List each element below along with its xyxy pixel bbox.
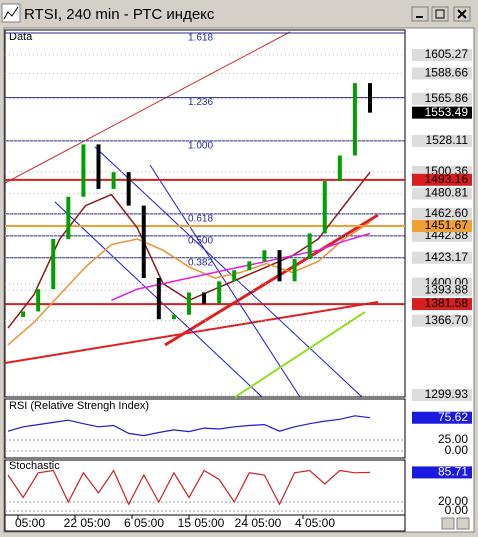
marker-box [412, 466, 472, 479]
y-tick-label: 1393.88 [425, 283, 469, 297]
marker-label: 1553.49 [425, 105, 469, 119]
panel-label: Data [9, 31, 33, 43]
window-buttons[interactable] [411, 6, 471, 22]
marker-label: 75.62 [438, 410, 468, 424]
y-tick-label: 1605.27 [425, 47, 469, 61]
marker-label: 1451.67 [425, 218, 469, 232]
y-tick-label: 1588.66 [425, 66, 469, 80]
x-axis [4, 514, 406, 532]
y-tick-label: 1366.70 [425, 313, 469, 327]
fib-label: 0.500 [188, 235, 213, 246]
trendline [94, 146, 363, 398]
panel-label: Stochastic [9, 460, 60, 472]
fib-label: 1.000 [188, 141, 213, 152]
marker-label: 1493.16 [425, 172, 469, 186]
y-tick-label: 20.00 [438, 494, 468, 508]
scroll-right[interactable] [456, 517, 470, 530]
y-tick-label: 1423.17 [425, 250, 469, 264]
panel-label: RSI (Relative Strengh Index) [9, 400, 149, 412]
fib-label: 0.382 [188, 257, 213, 268]
x-tick-label: 24 05:00 [235, 516, 282, 530]
close-icon [457, 9, 467, 19]
x-tick-label: 22 05:00 [64, 516, 111, 530]
tick-box [412, 314, 472, 327]
oscillator-line [7, 415, 371, 437]
tick-box [412, 92, 472, 105]
marker-label: 85.71 [438, 465, 468, 479]
oscillator-line [7, 469, 371, 506]
maximize-icon [435, 9, 445, 19]
moving-average [111, 232, 371, 301]
tick-box [412, 251, 472, 264]
x-tick-label: 4 05:00 [295, 516, 335, 530]
x-tick-label: 05:00 [15, 516, 45, 530]
app-icon [1, 3, 21, 23]
tick-box [412, 207, 472, 220]
tick-box [412, 134, 472, 147]
trendline [4, 31, 291, 184]
trendline [149, 164, 301, 398]
trendline [234, 311, 366, 398]
fib-label: 0.618 [188, 213, 213, 224]
x-tick-label: 6 05:00 [124, 516, 164, 530]
fib-label: 1.236 [188, 97, 213, 108]
y-tick-label: 1462.60 [425, 206, 469, 220]
y-tick-label: 1480.81 [425, 186, 469, 200]
y-tick-label: 25.00 [438, 432, 468, 446]
fib-label: 1.618 [188, 33, 213, 44]
marker-box [412, 173, 472, 186]
moving-average [7, 221, 371, 346]
marker-label: 1381.58 [425, 296, 469, 310]
scroll-left[interactable] [441, 517, 455, 530]
tick-box [412, 229, 472, 242]
app-icon-graph [3, 6, 19, 20]
minimize-button[interactable] [411, 6, 429, 22]
marker-box [412, 298, 472, 311]
marker-box [412, 106, 472, 119]
y-tick-label: 1565.86 [425, 91, 469, 105]
trendline [4, 301, 379, 364]
trendline [164, 213, 379, 347]
x-tick-label: 15 05:00 [178, 516, 225, 530]
tick-box [412, 389, 472, 401]
tick-box [412, 67, 472, 80]
y-tick-label: 1299.93 [425, 387, 469, 401]
window-title: RTSI, 240 min - РТС индекс [24, 6, 215, 23]
maximize-button[interactable] [431, 6, 449, 22]
marker-box [412, 220, 472, 233]
y-tick-label: 1528.11 [426, 133, 469, 147]
y-tick-label: 0.00 [445, 503, 469, 517]
trendlines [4, 31, 379, 398]
y-tick-label: 0.00 [445, 443, 469, 457]
tick-box [412, 48, 472, 61]
marker-box [412, 411, 472, 424]
tick-box [412, 187, 472, 200]
stoch-panel [4, 459, 406, 516]
tick-box [412, 284, 472, 297]
